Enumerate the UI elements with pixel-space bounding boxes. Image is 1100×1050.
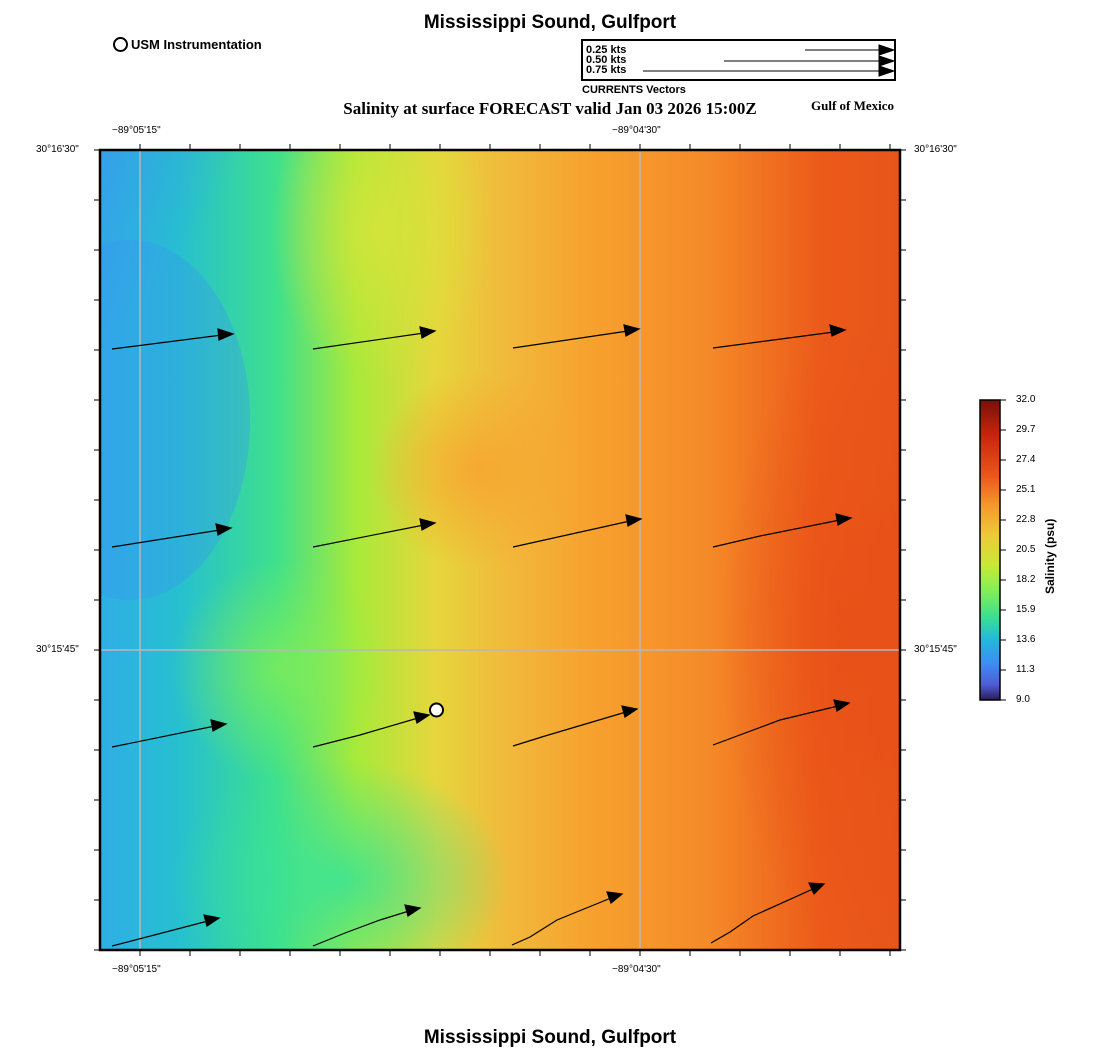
colorbar-tick-label: 15.9 — [1016, 604, 1036, 615]
map-title: Mississippi Sound, Gulfport — [423, 12, 677, 33]
salinity-field — [100, 150, 900, 950]
station-marker-icon — [113, 37, 128, 52]
top-tick-label: −89°04'30" — [612, 125, 661, 136]
colorbar-tick-label: 13.6 — [1016, 634, 1036, 645]
colorbar — [979, 399, 1006, 701]
usm-station-icon — [429, 702, 444, 718]
vector-legend-title: CURRENTS Vectors — [582, 84, 686, 96]
colorbar-tick-label: 18.2 — [1016, 574, 1036, 585]
vector-legend-arrows — [643, 44, 894, 77]
colorbar-tick-label: 25.1 — [1016, 484, 1036, 495]
colorbar-scale — [979, 399, 1001, 701]
station-legend: USM Instrumentation — [113, 37, 262, 52]
colorbar-tick-label: 29.7 — [1016, 424, 1036, 435]
colorbar-tick-label: 32.0 — [1016, 394, 1036, 405]
graticule — [100, 150, 900, 950]
legend-arrowhead — [878, 65, 894, 77]
footer-title: Mississippi Sound, Gulfport — [423, 1027, 677, 1048]
colorbar-tick-label: 22.8 — [1016, 514, 1036, 525]
colorbar-tick-label: 27.4 — [1016, 454, 1036, 465]
colorbar-title: Salinity (psu) — [1043, 518, 1057, 594]
colorbar-tick-label: 9.0 — [1016, 694, 1030, 705]
top-tick-label: −89°05'15" — [112, 125, 161, 136]
left-tick-label: 30°16'30" — [36, 144, 79, 155]
legend-arrowhead — [878, 44, 894, 56]
left-tick-label: 30°15'45" — [36, 644, 79, 655]
vector-legend-label: 0.75 kts — [586, 64, 627, 76]
frame-ticks — [94, 144, 906, 956]
map-subtitle: Salinity at surface FORECAST valid Jan 0… — [343, 99, 757, 118]
vector-legend-label: 0.25 kts — [586, 44, 627, 56]
colorbar-tick-label: 11.3 — [1016, 664, 1035, 675]
vector-legend: 0.25 kts 0.50 kts 0.75 kts — [581, 39, 896, 81]
right-tick-label: 30°15'45" — [914, 644, 957, 655]
bottom-tick-label: −89°05'15" — [112, 964, 161, 975]
station-legend-label: USM Instrumentation — [131, 37, 262, 52]
legend-arrowhead — [878, 55, 894, 67]
colorbar-tick-label: 20.5 — [1016, 544, 1036, 555]
right-tick-label: 30°16'30" — [914, 144, 957, 155]
vector-legend-label: 0.50 kts — [586, 54, 627, 66]
bottom-tick-label: −89°04'30" — [612, 964, 661, 975]
current-vectors — [111, 324, 853, 947]
region-label: Gulf of Mexico — [811, 98, 895, 113]
